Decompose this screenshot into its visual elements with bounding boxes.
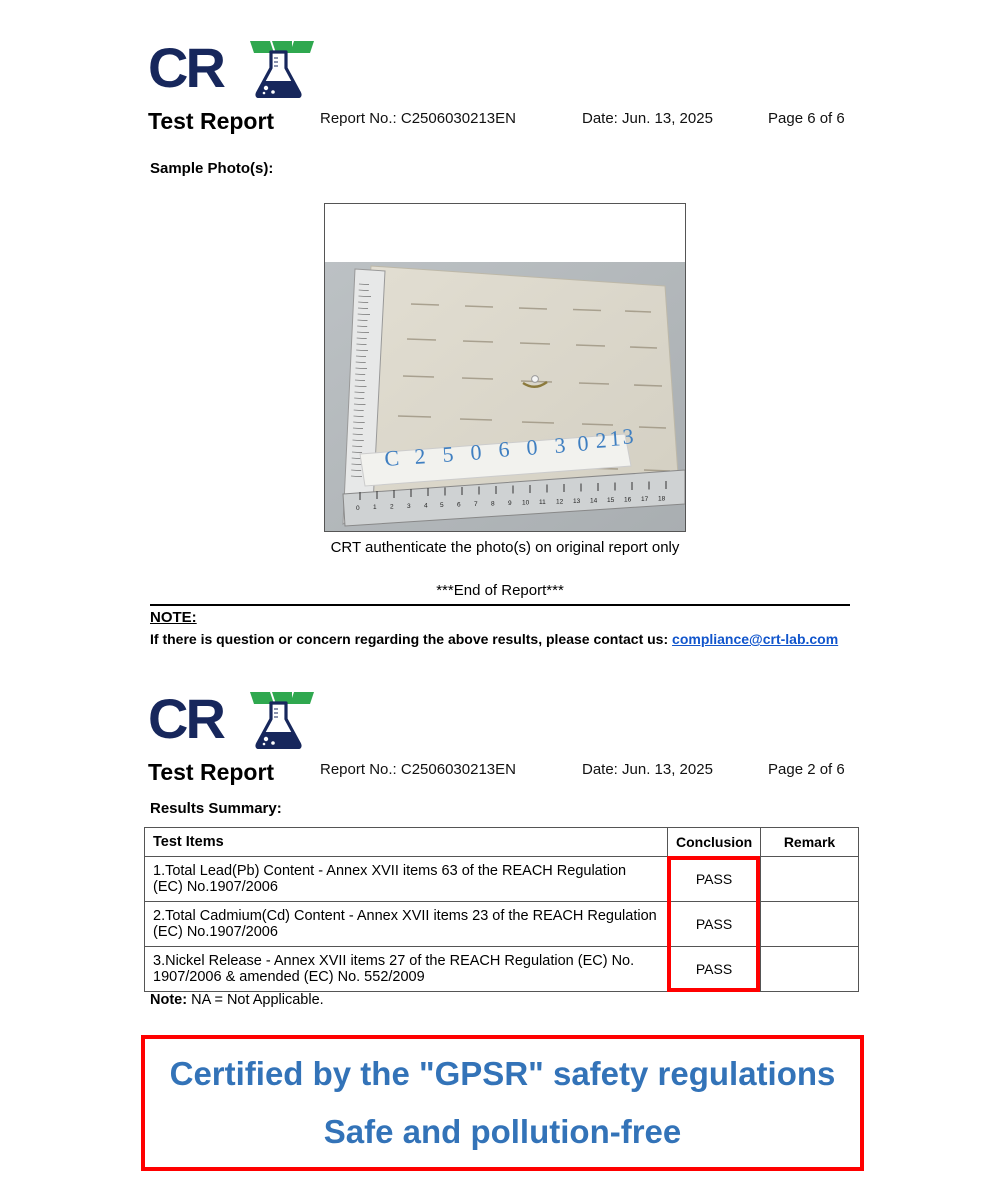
svg-text:16: 16 [624, 497, 632, 504]
svg-text:17: 17 [641, 496, 649, 503]
svg-text:CR: CR [150, 691, 225, 749]
svg-text:18: 18 [658, 496, 666, 503]
svg-text:2: 2 [390, 504, 394, 511]
svg-text:2: 2 [414, 443, 427, 469]
svg-text:10: 10 [522, 500, 530, 507]
svg-text:3: 3 [554, 432, 567, 458]
svg-text:5: 5 [440, 502, 444, 509]
svg-text:5: 5 [442, 441, 455, 467]
svg-text:3: 3 [622, 423, 635, 449]
svg-text:6: 6 [457, 502, 461, 509]
svg-text:15: 15 [607, 497, 615, 504]
svg-text:0: 0 [577, 430, 590, 456]
svg-text:9: 9 [508, 500, 512, 507]
svg-text:2: 2 [595, 427, 608, 453]
svg-text:11: 11 [539, 499, 546, 506]
svg-text:1: 1 [373, 504, 377, 511]
svg-text:14: 14 [590, 498, 598, 505]
svg-text:12: 12 [556, 499, 564, 506]
svg-text:8: 8 [491, 501, 495, 508]
svg-text:CR: CR [150, 40, 225, 98]
svg-text:1: 1 [609, 425, 622, 451]
svg-text:6: 6 [498, 436, 511, 462]
svg-text:0: 0 [470, 439, 483, 465]
svg-text:C: C [384, 445, 400, 471]
svg-text:4: 4 [424, 503, 428, 510]
svg-text:0: 0 [526, 434, 539, 460]
svg-text:3: 3 [407, 503, 411, 510]
svg-text:7: 7 [474, 501, 478, 508]
svg-text:0: 0 [356, 505, 360, 512]
svg-text:13: 13 [573, 498, 581, 505]
